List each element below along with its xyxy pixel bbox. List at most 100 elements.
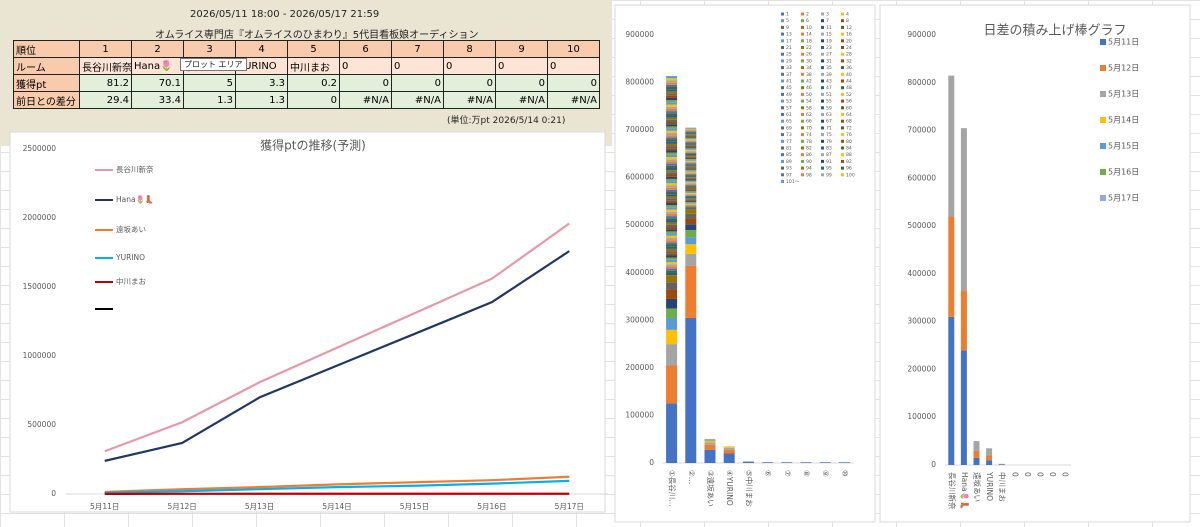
y-tick-label: 600000 xyxy=(907,173,936,182)
legend-swatch xyxy=(841,113,844,116)
legend-label: 61 xyxy=(786,112,792,118)
bar-segment xyxy=(685,142,697,143)
bar-segment xyxy=(685,159,697,161)
legend-label: 95 xyxy=(826,166,832,172)
bar-segment xyxy=(666,104,678,107)
legend-label: 80 xyxy=(846,139,852,145)
bar-segment xyxy=(685,170,697,172)
bar-segment xyxy=(685,244,697,254)
bar-segment xyxy=(666,282,678,290)
bar-segment xyxy=(666,111,678,114)
bar-segment xyxy=(666,80,678,83)
legend-swatch xyxy=(821,106,824,110)
bar-segment xyxy=(723,447,735,450)
legend-swatch xyxy=(821,25,824,29)
legend-swatch xyxy=(781,166,784,170)
legend-swatch xyxy=(821,159,824,163)
legend-label: 5月13日 xyxy=(1108,90,1139,99)
table-cell: Hana🌷 xyxy=(131,57,184,75)
bar-segment xyxy=(685,191,697,193)
bar-segment xyxy=(685,130,697,132)
bar-segment xyxy=(666,167,678,171)
column-header: 10 xyxy=(547,40,600,58)
y-tick-label: 700000 xyxy=(625,125,654,134)
table-cell: #N/A xyxy=(443,91,496,109)
bar-segment xyxy=(685,173,697,175)
bar-segment xyxy=(685,192,697,194)
legend-swatch xyxy=(801,146,804,150)
bar-segment xyxy=(685,142,697,144)
legend-label: 77 xyxy=(786,139,792,145)
legend-label: 82 xyxy=(806,146,812,152)
legend-label: 92 xyxy=(846,159,852,165)
bar-segment xyxy=(685,199,697,201)
legend-swatch xyxy=(841,99,844,103)
table-cell: #N/A xyxy=(495,91,548,109)
column-header: 6 xyxy=(339,40,392,58)
legend-swatch xyxy=(801,133,804,137)
bar-segment xyxy=(685,209,697,214)
bar-segment xyxy=(685,166,697,168)
legend-label: 30 xyxy=(806,58,812,64)
x-tick-label: ④YURINO xyxy=(725,470,734,506)
bar-segment xyxy=(838,462,850,463)
y-tick-label: 800000 xyxy=(907,78,936,87)
x-tick-label: ①長谷川… xyxy=(668,470,677,507)
bar-segment xyxy=(666,122,678,125)
bar-segment xyxy=(666,211,678,214)
series-line xyxy=(104,479,570,494)
bar-segment xyxy=(666,268,678,271)
bar-segment xyxy=(685,154,697,156)
legend-label: 87 xyxy=(826,152,832,158)
legend-label: 51 xyxy=(826,92,832,98)
legend-label: 23 xyxy=(826,45,832,51)
bar-segment xyxy=(666,222,678,225)
bar-segment xyxy=(666,266,678,269)
table-cell: 0 xyxy=(391,57,444,75)
tooltip: プロット エリア xyxy=(180,58,247,71)
bar-segment xyxy=(685,198,697,200)
legend-label: 5月16日 xyxy=(1108,168,1139,177)
legend-swatch xyxy=(821,139,824,143)
bar-segment xyxy=(666,117,678,120)
legend-label: 97 xyxy=(786,172,792,178)
bar-segment xyxy=(666,329,678,345)
ranking-table: 順位12345678910ルーム長谷川新奈Hana🌷、YURINO中川まお000… xyxy=(13,40,600,109)
bar-segment xyxy=(685,128,697,130)
bar-segment xyxy=(666,264,678,267)
x-tick-label: 0 xyxy=(1061,472,1070,477)
legend-swatch xyxy=(801,119,804,123)
legend-swatch xyxy=(841,52,844,56)
bar-segment xyxy=(666,157,678,160)
legend-swatch xyxy=(801,173,804,177)
bar-segment xyxy=(666,89,678,92)
legend-label: 15 xyxy=(826,32,832,38)
bar-segment xyxy=(685,169,697,171)
bar-segment xyxy=(685,176,697,178)
series-line xyxy=(104,222,570,453)
legend-label: 56 xyxy=(846,99,852,105)
column-header: 7 xyxy=(391,40,444,58)
legend-label: 69 xyxy=(786,125,792,131)
legend-label: 74 xyxy=(806,132,812,138)
legend-swatch xyxy=(821,99,824,103)
legend-swatch xyxy=(841,119,844,123)
y-tick-label: 1500000 xyxy=(23,282,57,291)
bar-segment xyxy=(666,102,678,105)
legend-swatch xyxy=(821,79,824,83)
chart-title: 日差の積み上げ棒グラフ xyxy=(983,24,1126,39)
x-tick-label: ③遠坂あい xyxy=(706,470,716,507)
legend-swatch xyxy=(781,119,784,123)
legend-swatch xyxy=(821,86,824,90)
legend-label: 100 xyxy=(846,172,855,178)
legend-label: 85 xyxy=(786,152,792,158)
legend-label: 66 xyxy=(806,119,812,125)
bar-segment xyxy=(685,141,697,142)
legend-swatch xyxy=(781,19,784,23)
x-tick-label: Hana🌷👢 xyxy=(960,472,969,510)
bar-segment xyxy=(685,196,697,198)
bar-segment xyxy=(948,75,955,217)
bar-segment xyxy=(666,152,678,155)
legend-label: 5月11日 xyxy=(1108,38,1139,47)
